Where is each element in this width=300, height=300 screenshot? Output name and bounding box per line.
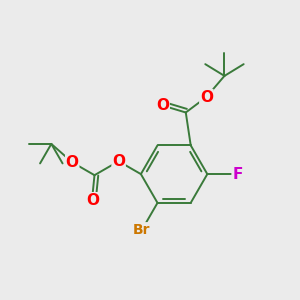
Text: O: O [200,90,213,105]
Text: O: O [86,193,99,208]
Text: O: O [66,155,79,170]
Text: O: O [156,98,169,113]
Text: O: O [112,154,125,169]
Text: Br: Br [133,223,151,237]
Text: F: F [232,167,242,182]
